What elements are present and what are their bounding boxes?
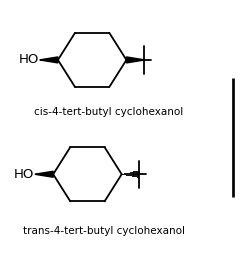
Polygon shape	[40, 57, 58, 63]
Text: trans-4-tert-butyl cyclohexanol: trans-4-tert-butyl cyclohexanol	[23, 226, 185, 236]
Text: cis-4-tert-butyl cyclohexanol: cis-4-tert-butyl cyclohexanol	[34, 107, 183, 117]
Text: HO: HO	[19, 53, 39, 67]
Text: HO: HO	[14, 168, 35, 181]
Polygon shape	[36, 171, 53, 177]
Polygon shape	[126, 57, 144, 63]
